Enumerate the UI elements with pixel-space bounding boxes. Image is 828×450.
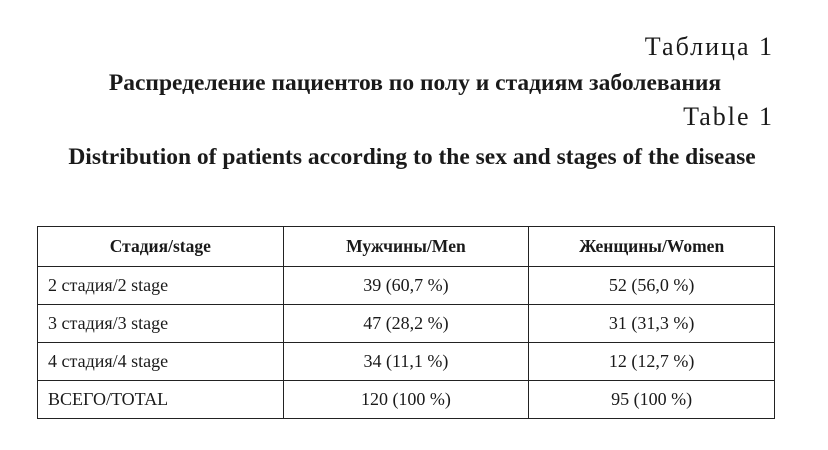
table-row-total: ВСЕГО/TOTAL 120 (100 %) 95 (100 %) (37, 380, 775, 419)
men-cell: 34 (11,1 %) (282, 342, 530, 381)
table-row: 3 стадия/3 stage 47 (28,2 %) 31 (31,3 %) (37, 304, 775, 343)
column-header-women: Женщины/Women (528, 226, 775, 267)
women-cell: 31 (31,3 %) (528, 304, 775, 343)
table-number-en: Table 1 (683, 102, 774, 131)
table-title-ru: Распределение пациентов по полу и стадия… (108, 70, 722, 96)
stage-cell: 4 стадия/4 stage (37, 342, 284, 381)
table-number-ru: Таблица 1 (644, 32, 774, 61)
patients-table: Стадия/stage Мужчины/Men Женщины/Women 2… (37, 226, 775, 419)
table-row: 4 стадия/4 stage 34 (11,1 %) 12 (12,7 %) (37, 342, 775, 381)
men-cell: 39 (60,7 %) (282, 266, 530, 305)
women-cell: 12 (12,7 %) (528, 342, 775, 381)
men-cell: 120 (100 %) (282, 380, 530, 419)
column-header-stage: Стадия/stage (37, 226, 284, 267)
table-row: 2 стадия/2 stage 39 (60,7 %) 52 (56,0 %) (37, 266, 775, 305)
stage-cell: 2 стадия/2 stage (37, 266, 284, 305)
men-cell: 47 (28,2 %) (282, 304, 530, 343)
women-cell: 95 (100 %) (528, 380, 775, 419)
stage-cell: ВСЕГО/TOTAL (37, 380, 284, 419)
column-header-men: Мужчины/Men (282, 226, 530, 267)
women-cell: 52 (56,0 %) (528, 266, 775, 305)
stage-cell: 3 стадия/3 stage (37, 304, 284, 343)
table-header-row: Стадия/stage Мужчины/Men Женщины/Women (37, 226, 775, 267)
table-title-en: Distribution of patients according to th… (68, 144, 756, 170)
